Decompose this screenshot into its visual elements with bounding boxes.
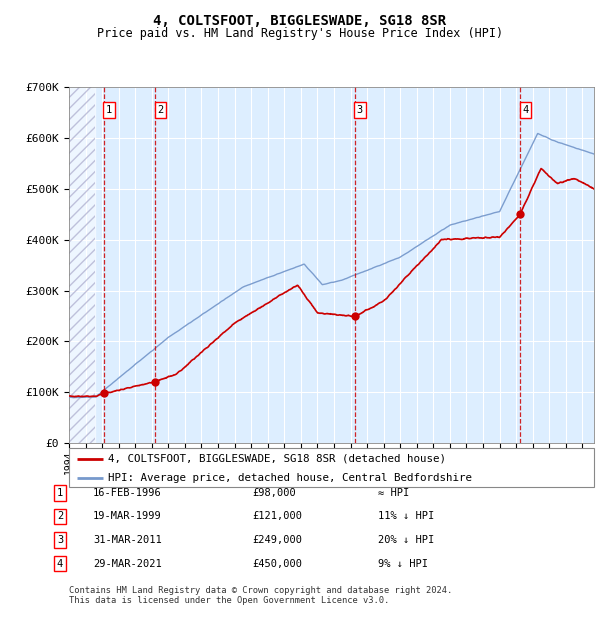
Text: £98,000: £98,000: [252, 488, 296, 498]
Text: 4: 4: [522, 105, 529, 115]
Text: 3: 3: [356, 105, 363, 115]
Text: 1: 1: [57, 488, 63, 498]
Text: Price paid vs. HM Land Registry's House Price Index (HPI): Price paid vs. HM Land Registry's House …: [97, 27, 503, 40]
Bar: [69, 87, 95, 443]
Text: £450,000: £450,000: [252, 559, 302, 569]
Text: ≈ HPI: ≈ HPI: [378, 488, 409, 498]
Text: 16-FEB-1996: 16-FEB-1996: [93, 488, 162, 498]
Text: Contains HM Land Registry data © Crown copyright and database right 2024.
This d: Contains HM Land Registry data © Crown c…: [69, 586, 452, 605]
Text: £121,000: £121,000: [252, 512, 302, 521]
Text: 19-MAR-1999: 19-MAR-1999: [93, 512, 162, 521]
Text: 9% ↓ HPI: 9% ↓ HPI: [378, 559, 428, 569]
Bar: [69, 87, 95, 443]
Text: 4, COLTSFOOT, BIGGLESWADE, SG18 8SR: 4, COLTSFOOT, BIGGLESWADE, SG18 8SR: [154, 14, 446, 28]
Text: 29-MAR-2021: 29-MAR-2021: [93, 559, 162, 569]
Text: HPI: Average price, detached house, Central Bedfordshire: HPI: Average price, detached house, Cent…: [109, 473, 472, 483]
Text: 11% ↓ HPI: 11% ↓ HPI: [378, 512, 434, 521]
Text: 2: 2: [157, 105, 164, 115]
Text: 31-MAR-2011: 31-MAR-2011: [93, 535, 162, 545]
Text: 2: 2: [57, 512, 63, 521]
Text: 4, COLTSFOOT, BIGGLESWADE, SG18 8SR (detached house): 4, COLTSFOOT, BIGGLESWADE, SG18 8SR (det…: [109, 454, 446, 464]
Text: £249,000: £249,000: [252, 535, 302, 545]
Text: 4: 4: [57, 559, 63, 569]
FancyBboxPatch shape: [69, 448, 594, 487]
Text: 3: 3: [57, 535, 63, 545]
Text: 20% ↓ HPI: 20% ↓ HPI: [378, 535, 434, 545]
Text: 1: 1: [106, 105, 112, 115]
